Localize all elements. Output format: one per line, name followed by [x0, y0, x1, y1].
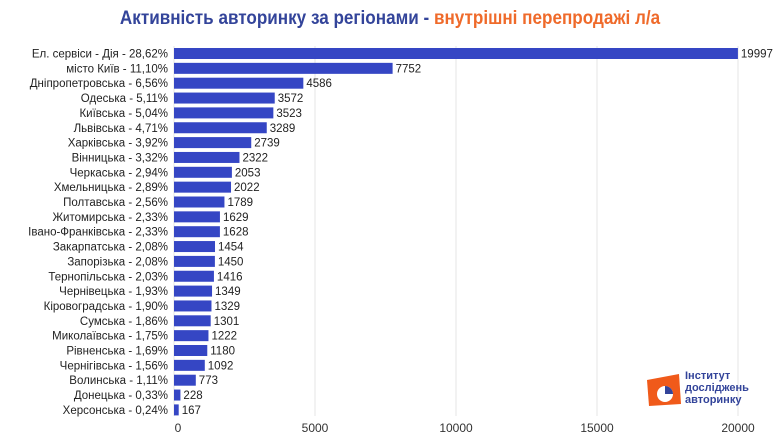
category-label: Полтавська - 2,56% — [63, 197, 168, 209]
bar — [174, 122, 267, 134]
category-label: Ел. сервіси - Дія - 28,62% — [32, 49, 168, 61]
category-label: Житомирська - 2,33% — [52, 212, 168, 224]
bar — [174, 374, 196, 386]
data-label: 2322 — [242, 152, 268, 164]
title-main: Активність авторинку за регіонами — [119, 8, 419, 29]
bar — [174, 137, 252, 149]
data-label: 3523 — [276, 108, 302, 120]
bar — [174, 77, 304, 89]
category-label: Волинська - 1,11% — [69, 375, 168, 387]
x-tick-label: 20000 — [721, 421, 755, 435]
category-label: Хмельницька - 2,89% — [54, 182, 168, 194]
category-label: Херсонська - 0,24% — [63, 405, 168, 417]
category-label: Запорізька - 2,08% — [67, 256, 168, 268]
data-label: 1222 — [211, 331, 237, 343]
bar — [174, 196, 225, 208]
data-label: 228 — [183, 390, 202, 402]
category-label: Київська - 5,04% — [79, 108, 168, 120]
logo: Інститут досліджень авторинку — [645, 370, 760, 410]
bar — [174, 181, 232, 193]
data-label: 1092 — [208, 360, 234, 372]
category-label: Черкаська - 2,94% — [70, 167, 168, 179]
category-label: Кіровоградська - 1,90% — [44, 301, 168, 313]
data-label: 1629 — [223, 212, 249, 224]
bar — [174, 255, 215, 267]
category-label: Тернопільська - 2,03% — [48, 271, 168, 283]
bar — [174, 166, 232, 178]
logo-line: Інститут — [685, 370, 731, 382]
bar — [174, 359, 205, 371]
category-label: Миколаївська - 1,75% — [52, 331, 168, 343]
data-label: 2022 — [234, 182, 260, 194]
data-label: 1450 — [218, 256, 244, 268]
category-label: Одеська - 5,11% — [81, 93, 168, 105]
category-label: Чернівецька - 1,93% — [59, 286, 168, 298]
data-label: 1416 — [217, 271, 243, 283]
bar — [174, 62, 393, 74]
category-label: Рівненська - 1,69% — [66, 346, 168, 358]
bar — [174, 270, 214, 282]
bar — [174, 300, 212, 312]
data-label: 3572 — [278, 93, 304, 105]
data-label: 1628 — [223, 227, 249, 239]
category-label: Закарпатська - 2,08% — [53, 242, 168, 254]
bar — [174, 151, 240, 163]
data-label: 2739 — [254, 138, 280, 150]
bar — [174, 285, 213, 297]
data-label: 773 — [199, 375, 218, 387]
bar — [174, 330, 209, 342]
bar — [174, 226, 220, 238]
bar — [174, 92, 275, 104]
category-label: Вінницька - 3,32% — [72, 152, 168, 164]
data-label: 4586 — [306, 78, 332, 90]
bar — [174, 241, 216, 253]
data-label: 3289 — [270, 123, 296, 135]
title-sep: - — [418, 8, 434, 29]
category-label: Івано-Франківська - 2,33% — [28, 227, 168, 239]
x-tick-label: 15000 — [580, 421, 614, 435]
title-sub: внутрішні перепродажі л/а — [433, 8, 661, 29]
category-label: Львівська - 4,71% — [74, 123, 168, 135]
logo-line: досліджень — [685, 382, 749, 394]
data-label: 1329 — [214, 301, 240, 313]
data-label: 2053 — [235, 167, 261, 179]
bar — [174, 48, 738, 59]
x-tick-label: 5000 — [302, 421, 329, 435]
bar — [174, 315, 211, 327]
bar — [174, 211, 220, 223]
data-label: 7752 — [396, 63, 422, 75]
data-label: 19997 — [741, 49, 773, 61]
category-label: Дніпропетровська - 6,56% — [30, 78, 168, 90]
data-label: 1301 — [214, 316, 240, 328]
data-label: 1180 — [210, 346, 235, 358]
bar — [174, 107, 274, 119]
data-label: 1454 — [218, 242, 244, 254]
logo-icon — [647, 374, 681, 406]
data-label: 167 — [182, 405, 201, 417]
category-label: Чернігівська - 1,56% — [60, 360, 168, 372]
data-label: 1349 — [215, 286, 241, 298]
chart-title: Активність авторинку за регіонами - внут… — [39, 8, 741, 30]
bar — [174, 389, 181, 401]
data-label: 1789 — [227, 197, 253, 209]
x-tick-label: 10000 — [439, 421, 473, 435]
category-label: Харківська - 3,92% — [68, 138, 168, 150]
bar — [174, 345, 208, 356]
category-label: Донецька - 0,33% — [74, 390, 168, 402]
category-label: місто Київ - 11,10% — [66, 63, 168, 75]
bar — [174, 404, 179, 416]
logo-line: авторинку — [685, 394, 742, 406]
category-label: Сумська - 1,86% — [80, 316, 168, 328]
x-tick-label: 0 — [175, 421, 182, 435]
